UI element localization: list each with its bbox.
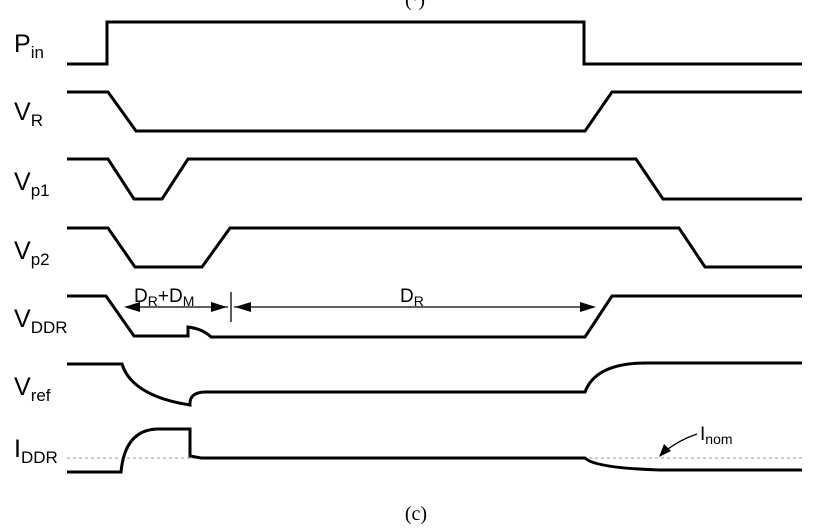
- top-caption-fragment: (·): [405, 0, 425, 11]
- figure-caption: (c): [405, 503, 427, 525]
- dr-arrowhead-left: [235, 302, 251, 312]
- annotation-dr: DR: [400, 286, 424, 309]
- waveform-vp2: [67, 226, 802, 269]
- waveform-pin: [67, 20, 802, 66]
- drdm-arrowhead-left: [124, 302, 140, 312]
- waveform-vr: [67, 90, 802, 133]
- annotation-inom: Inom: [700, 424, 733, 447]
- signal-label-vddr: VDDR: [14, 305, 68, 337]
- waveform-iddr: [67, 427, 802, 474]
- drdm-arrowhead-right: [211, 302, 227, 312]
- waveform-vddr: [67, 294, 802, 339]
- signal-label-vp1: Vp1: [14, 168, 50, 200]
- waveform-vp1: [67, 157, 802, 201]
- signal-label-vref: Vref: [14, 373, 51, 405]
- signal-label-pin: Pin: [14, 30, 44, 62]
- annotation-dr-plus-dm: DR+DM: [134, 286, 194, 309]
- signal-label-vp2: Vp2: [14, 237, 50, 269]
- waveform-vref: [67, 361, 802, 407]
- inom-pointer-arrowhead: [659, 444, 671, 457]
- dr-arrowhead-right: [580, 302, 596, 312]
- signal-label-iddr: IDDR: [14, 435, 58, 467]
- signal-label-vr: VR: [14, 98, 43, 130]
